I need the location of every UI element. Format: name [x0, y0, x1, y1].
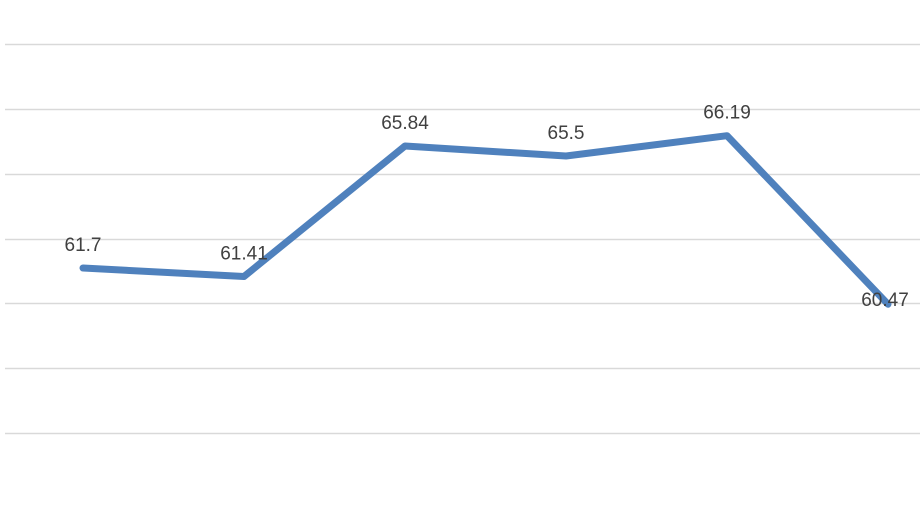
data-labels: 61.7 61.41 65.84 65.5 66.19 60.47	[65, 103, 909, 312]
gridlines	[5, 43, 920, 435]
data-point-4	[723, 132, 731, 140]
series-line	[79, 132, 892, 308]
data-label-0: 61.7	[65, 235, 102, 256]
data-label-3: 65.5	[548, 123, 585, 144]
data-label-4: 66.19	[703, 103, 751, 124]
data-label-1: 61.41	[220, 244, 268, 265]
data-point-2	[401, 142, 409, 150]
data-points	[79, 132, 892, 309]
data-label-2: 65.84	[381, 113, 429, 134]
data-point-3	[562, 152, 570, 160]
data-label-5: 60.47	[861, 290, 909, 311]
data-point-0	[79, 264, 87, 272]
data-point-1	[240, 273, 248, 281]
series-layer	[79, 132, 892, 308]
